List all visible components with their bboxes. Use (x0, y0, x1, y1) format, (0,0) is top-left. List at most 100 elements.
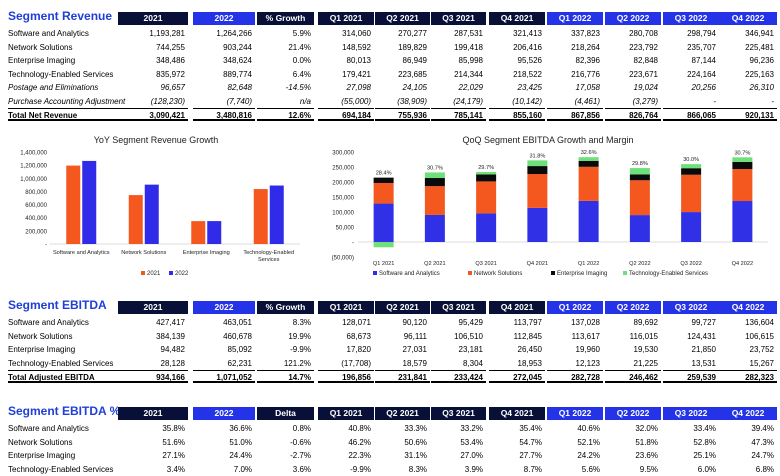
x-tick-label: Services (258, 257, 280, 263)
table-cell: 216,776 (571, 69, 600, 79)
table-row: Postage and Eliminations 96,657 82,648 -14.… (0, 81, 780, 94)
table-cell: 1,071,052 (193, 370, 255, 383)
table-cell: 18,579 (402, 358, 427, 368)
stack-sa (476, 213, 497, 242)
row-label: Enterprise Imaging (8, 56, 76, 65)
legend-label: Technology-Enabled Services (629, 271, 708, 277)
table-row: Software and Analytics 427,417 463,051 8.3%… (0, 316, 780, 329)
table-cell: 90,120 (402, 318, 427, 327)
table-cell: 32.0% (635, 424, 658, 433)
stack-sa (629, 215, 650, 242)
y-tick-label: 800,000 (25, 190, 47, 196)
legend-label: 2021 (147, 271, 161, 277)
column-header: Q4 2022 (719, 407, 777, 420)
table-cell: 1,193,281 (149, 29, 185, 38)
table-cell: 40.6% (577, 424, 600, 433)
y-tick-label: 100,000 (332, 211, 354, 217)
table-cell: 231,841 (375, 370, 430, 383)
stack-sa (681, 212, 702, 242)
y-tick-label: 1,400,000 (20, 151, 47, 157)
table-cell: 8.3% (408, 464, 427, 474)
table-cell: 5.6% (581, 464, 600, 474)
column-header: Q2 2021 (375, 12, 430, 25)
legend-swatch (141, 271, 145, 275)
table-cell: (17,708) (341, 358, 371, 368)
table-cell: (55,000) (341, 96, 371, 106)
row-label: Enterprise Imaging (8, 451, 76, 460)
stack-ns (373, 182, 394, 204)
table-cell: 54.7% (519, 437, 542, 447)
table-cell: 246,462 (605, 370, 661, 383)
stack-tes (578, 157, 599, 161)
column-header: 2022 (193, 301, 255, 314)
table-cell: 855,160 (489, 108, 545, 121)
table-cell: (10,142) (512, 96, 542, 106)
stack-tes (373, 242, 394, 248)
table-cell: 21,225 (633, 358, 658, 368)
table-cell: 35.8% (162, 424, 185, 433)
table-cell: 19,530 (633, 345, 658, 354)
stack-tes (424, 172, 445, 179)
bar-2022 (207, 221, 222, 244)
table-cell: 12.6% (257, 108, 314, 121)
table-cell: 223,671 (629, 69, 658, 79)
table-cell: 27,031 (402, 345, 427, 354)
table-cell: 124,431 (687, 331, 716, 341)
table-cell: 19.9% (288, 331, 311, 341)
column-header: Q2 2022 (605, 301, 661, 314)
stack-ei (424, 178, 445, 187)
legend-label: Software and Analytics (379, 271, 440, 277)
row-label: Network Solutions (8, 331, 73, 341)
table-cell: 835,972 (156, 69, 185, 79)
column-header: Q3 2022 (663, 407, 719, 420)
table-cell: 298,794 (687, 29, 716, 38)
margin-label: 28.4% (376, 171, 392, 177)
table-cell: 121.2% (283, 358, 311, 368)
table-header-row: Segment EBITDA 2021 2022% Growth Q1 2021 Q2 … (0, 299, 780, 314)
x-tick-label: Q4 2022 (732, 261, 753, 267)
row-label: Total Adjusted EBITDA (8, 370, 158, 383)
table-title: Segment Revenue (8, 10, 113, 23)
table-cell: 23,752 (749, 345, 774, 354)
total-row: Total Net Revenue 3,090,421 3,480,816 12.6%… (0, 108, 780, 121)
table-cell: 68,673 (346, 331, 371, 341)
table-cell: 225,481 (745, 42, 774, 52)
column-header: Q1 2022 (547, 407, 603, 420)
table-cell: 218,522 (513, 69, 542, 79)
stack-ei (476, 174, 497, 182)
legend-swatch (623, 271, 627, 275)
table-cell: 9.5% (639, 464, 658, 474)
table-cell: -14.5% (285, 83, 311, 92)
column-header: Q3 2021 (431, 301, 486, 314)
y-tick-label: 200,000 (25, 229, 47, 235)
row-label: Technology-Enabled Services (8, 464, 114, 474)
table-cell: 40.8% (348, 424, 371, 433)
table-row: Enterprise Imaging 27.1% 24.4% -2.7% 22.3% 31… (0, 449, 780, 462)
qoq-chart-svg: QoQ Segment EBITDA Growth and Margin 300,… (332, 135, 768, 277)
table-cell: 51.0% (229, 437, 252, 447)
y-tick-label: 200,000 (332, 181, 354, 187)
table-cell: 3,480,816 (193, 108, 255, 121)
table-row: Enterprise Imaging 348,486 348,624 0.0% 80,0… (0, 54, 780, 67)
table-cell: 19,024 (633, 83, 658, 92)
margin-label: 31.8% (529, 153, 545, 159)
table-cell: 82,648 (227, 83, 252, 92)
total-row: Total Adjusted EBITDA 934,166 1,071,052 14.… (0, 370, 780, 383)
table-row: Enterprise Imaging 94,482 85,092 -9.9% 17,82… (0, 343, 780, 356)
table-cell: 24,105 (402, 83, 427, 92)
table-header-row: Segment Revenue 2021 2022% Growth Q1 2021 Q2… (0, 10, 780, 25)
table-cell: 24.7% (751, 451, 774, 460)
column-header: Q2 2021 (375, 301, 430, 314)
stack-sa (424, 214, 445, 242)
legend-swatch (468, 271, 472, 275)
table-title: Segment EBITDA (8, 299, 107, 312)
table-row: Network Solutions 51.6% 51.0% -0.6% 46.2% 50.… (0, 436, 780, 449)
table-cell: 23,425 (517, 83, 542, 92)
table-cell: 23,181 (458, 345, 483, 354)
stack-sa (373, 203, 394, 242)
x-tick-label: Q1 2021 (373, 261, 394, 267)
table-cell: 112,845 (513, 331, 542, 341)
table-cell: 85,998 (458, 56, 483, 65)
table-cell: 3.4% (166, 464, 185, 474)
table-cell: 96,236 (749, 56, 774, 65)
